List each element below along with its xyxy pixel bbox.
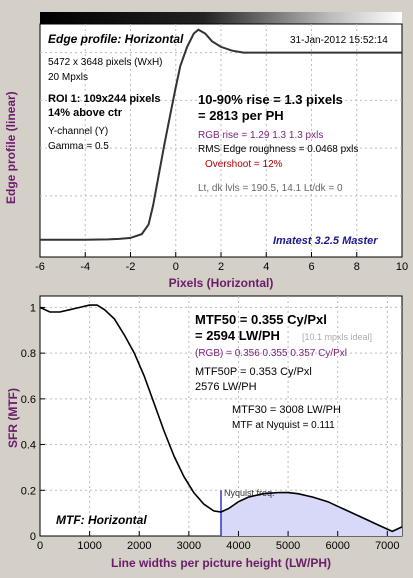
edge-profile-line	[40, 28, 402, 241]
mtf-chart-title: MTF: Horizontal	[56, 513, 147, 527]
mtf-result-nyquist: MTF at Nyquist = 0.111	[232, 420, 335, 431]
mtf-y-axis-label: SFR (MTF)	[6, 388, 20, 448]
edge-info-roi-position: 14% above ctr	[48, 107, 123, 119]
edge-x-tick-label: 10	[396, 261, 408, 273]
edge-result-overshoot: Overshoot = 12%	[205, 159, 283, 170]
edge-x-tick-label: 6	[308, 261, 314, 273]
edge-info-roi: ROI 1: 109x244 pixels	[48, 93, 161, 105]
edge-timestamp: 31-Jan-2012 15:52:14	[290, 35, 388, 46]
edge-x-tick-label: 4	[263, 261, 269, 273]
mtf-x-tick-label: 3000	[177, 540, 201, 552]
edge-info-gamma: Gamma = 0.5	[48, 141, 109, 152]
mtf-result-mtf50p: MTF50P = 0.353 Cy/Pxl	[195, 366, 312, 378]
mtf-y-tick-label: 0.6	[21, 394, 36, 406]
mtf-result-ideal: [10.1 mpxls ideal]	[302, 332, 372, 342]
edge-x-tick-label: -6	[35, 261, 45, 273]
mtf-x-tick-label: 1000	[77, 540, 101, 552]
mtf-above-nyquist-area	[221, 492, 402, 536]
edge-x-tick-label: 0	[173, 261, 179, 273]
mtf-y-tick-label: 0.2	[21, 485, 36, 497]
edge-x-tick-label: -2	[126, 261, 136, 273]
edge-info-channel: Y-channel (Y)	[48, 126, 108, 137]
edge-x-tick-label: -4	[80, 261, 90, 273]
mtf-line	[39, 304, 403, 533]
mtf-x-tick-label: 4000	[226, 540, 250, 552]
mtf-result-mtf50: MTF50 = 0.355 Cy/Pxl	[195, 312, 327, 327]
mtf-y-tick-label: 1	[30, 302, 36, 314]
edge-y-axis-label: Edge profile (linear)	[4, 91, 18, 204]
edge-result-roughness: RMS Edge roughness = 0.0468 pxls	[198, 144, 358, 155]
mtf-y-tick-label: 0	[30, 531, 36, 543]
imatest-brand: Imatest 3.2.5 Master	[273, 235, 378, 247]
mtf-y-tick-label: 0.8	[21, 348, 36, 360]
mtf-x-tick-label: 5000	[276, 540, 300, 552]
edge-chart-title: Edge profile: Horizontal	[48, 32, 184, 46]
edge-result-rise-ph: = 2813 per PH	[198, 108, 284, 123]
edge-gradient-strip	[40, 12, 402, 24]
edge-x-tick-label: 2	[218, 261, 224, 273]
mtf-result-mtf30: MTF30 = 3008 LW/PH	[232, 404, 341, 416]
mtf-result-mtf50-lwph: = 2594 LW/PH	[195, 328, 280, 343]
mtf-y-tick-label: 0.4	[21, 440, 36, 452]
edge-info-dimensions: 5472 x 3648 pixels (WxH)	[48, 57, 163, 68]
mtf-result-mtf50p-lwph: 2576 LW/PH	[195, 381, 257, 393]
mtf-x-axis-label: Line widths per picture height (LW/PH)	[110, 556, 331, 570]
mtf-x-tick-label: 0	[37, 540, 43, 552]
mtf-x-tick-label: 7000	[375, 540, 399, 552]
edge-info-megapixels: 20 Mpxls	[48, 72, 88, 83]
edge-x-tick-label: 8	[354, 261, 360, 273]
mtf-x-tick-label: 2000	[127, 540, 151, 552]
nyquist-label: Nyquist freq.	[224, 488, 275, 498]
mtf-x-tick-label: 6000	[325, 540, 349, 552]
edge-result-levels: Lt, dk lvls = 190.5, 14.1 Lt/dk = 0	[198, 183, 343, 194]
edge-result-rise: 10-90% rise = 1.3 pixels	[198, 92, 343, 107]
mtf-result-rgb: (RGB) = 0.356 0.355 0.357 Cy/Pxl	[195, 348, 347, 359]
edge-result-rgb-rise: RGB rise = 1.29 1.3 1.3 pxls	[198, 130, 323, 141]
edge-x-axis-label: Pixels (Horizontal)	[168, 276, 274, 290]
